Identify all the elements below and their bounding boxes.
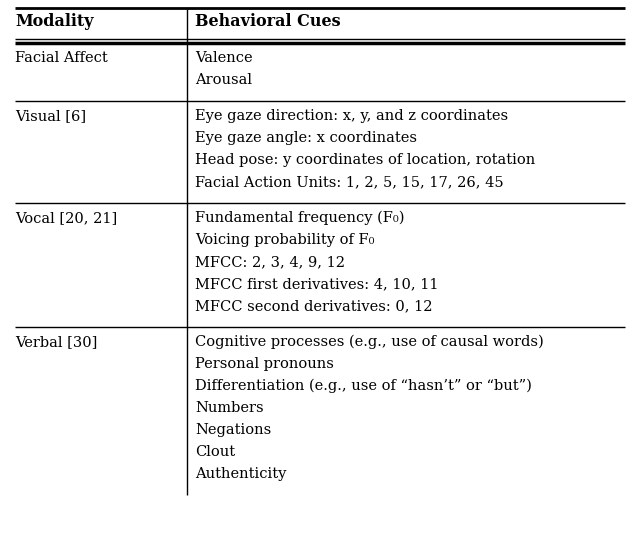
Text: Modality: Modality <box>15 13 93 30</box>
Text: MFCC: 2, 3, 4, 9, 12: MFCC: 2, 3, 4, 9, 12 <box>195 255 345 269</box>
Text: Behavioral Cues: Behavioral Cues <box>195 13 340 30</box>
Text: Clout: Clout <box>195 445 235 459</box>
Text: Arousal: Arousal <box>195 73 252 87</box>
Text: MFCC first derivatives: 4, 10, 11: MFCC first derivatives: 4, 10, 11 <box>195 277 438 291</box>
Text: MFCC second derivatives: 0, 12: MFCC second derivatives: 0, 12 <box>195 299 433 313</box>
Text: Numbers: Numbers <box>195 401 264 415</box>
Text: Authenticity: Authenticity <box>195 467 286 481</box>
Text: Cognitive processes (e.g., use of causal words): Cognitive processes (e.g., use of causal… <box>195 335 544 349</box>
Text: Verbal [30]: Verbal [30] <box>15 335 97 349</box>
Text: Visual [6]: Visual [6] <box>15 109 86 123</box>
Text: Fundamental frequency (F₀): Fundamental frequency (F₀) <box>195 211 404 226</box>
Text: Negations: Negations <box>195 423 271 437</box>
Text: Head pose: y coordinates of location, rotation: Head pose: y coordinates of location, ro… <box>195 153 535 167</box>
Text: Valence: Valence <box>195 51 253 65</box>
Text: Differentiation (e.g., use of “hasn’t” or “but”): Differentiation (e.g., use of “hasn’t” o… <box>195 379 532 394</box>
Text: Personal pronouns: Personal pronouns <box>195 357 334 371</box>
Text: Facial Affect: Facial Affect <box>15 51 108 65</box>
Text: Eye gaze angle: x coordinates: Eye gaze angle: x coordinates <box>195 131 417 145</box>
Text: Facial Action Units: 1, 2, 5, 15, 17, 26, 45: Facial Action Units: 1, 2, 5, 15, 17, 26… <box>195 175 504 189</box>
Text: Voicing probability of F₀: Voicing probability of F₀ <box>195 233 374 247</box>
Text: Vocal [20, 21]: Vocal [20, 21] <box>15 211 117 225</box>
Text: Eye gaze direction: x, y, and z coordinates: Eye gaze direction: x, y, and z coordina… <box>195 109 508 123</box>
